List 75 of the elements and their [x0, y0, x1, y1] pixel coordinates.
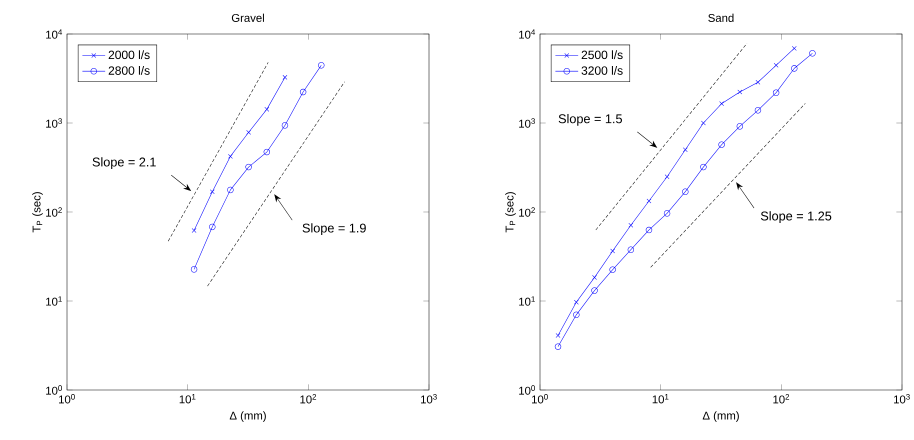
point	[610, 248, 615, 254]
point	[318, 62, 324, 69]
point	[245, 164, 252, 170]
legend-label: 2500 l/s	[582, 50, 623, 60]
y-axis-title: T$_{P}$ (sec)	[32, 192, 43, 232]
x-tick-label: 10$^{0}$	[532, 394, 548, 404]
point	[282, 122, 288, 129]
y-axis-title: T$_{P}$ (sec)	[505, 192, 516, 232]
point	[682, 147, 688, 152]
point	[719, 101, 724, 106]
legend-label: 3200 l/s	[582, 66, 623, 75]
point	[646, 226, 652, 234]
point	[300, 88, 306, 96]
point	[556, 333, 560, 338]
point	[264, 148, 270, 156]
point	[228, 154, 233, 159]
point	[209, 224, 216, 230]
legend-label: 2800 l/s	[108, 66, 150, 75]
point	[264, 106, 270, 112]
point	[592, 275, 597, 280]
x-tick-label: 10$^{3}$	[894, 394, 910, 404]
point	[700, 164, 707, 170]
point	[664, 210, 670, 217]
annotation: Slope = 1.9	[302, 223, 366, 236]
annotation: Slope = 1.25	[760, 211, 832, 223]
legend-label: 2000 l/s	[108, 50, 150, 60]
point	[736, 123, 744, 130]
y-tick-label: 10$^{1}$	[46, 296, 62, 306]
annotation: Slope = 1.5	[558, 114, 622, 126]
point	[682, 188, 688, 195]
x-tick-label: 10$^{1}$	[180, 394, 196, 404]
y-tick-label: 10$^{2}$	[519, 207, 535, 217]
annotation: Slope = 2.1	[92, 157, 156, 170]
point	[792, 46, 797, 51]
chart-title: Gravel	[232, 14, 264, 22]
y-tick-label: 10$^{1}$	[519, 296, 535, 306]
point	[718, 141, 725, 148]
point	[774, 62, 778, 68]
y-tick-label: 10$^{0}$	[519, 385, 535, 395]
point	[701, 120, 706, 126]
point	[574, 300, 579, 305]
point	[190, 266, 198, 273]
point	[791, 65, 798, 72]
point	[282, 74, 288, 80]
point	[246, 130, 251, 135]
point	[591, 287, 598, 294]
point	[772, 89, 780, 96]
point	[737, 90, 742, 94]
point	[646, 198, 652, 204]
chart-title: Sand	[708, 14, 734, 22]
x-tick-label: 10$^{3}$	[421, 394, 437, 404]
point	[609, 266, 616, 273]
x-tick-label: 10$^{2}$	[773, 394, 790, 404]
x-axis-title: Δ (mm)	[702, 411, 739, 422]
y-tick-label: 10$^{4}$	[519, 29, 536, 39]
x-tick-label: 10$^{1}$	[652, 394, 668, 404]
y-tick-label: 10$^{4}$	[46, 29, 62, 39]
point	[628, 246, 634, 253]
y-tick-label: 10$^{0}$	[46, 385, 62, 395]
x-tick-label: 10$^{0}$	[59, 394, 75, 404]
point	[554, 343, 562, 350]
point	[664, 174, 670, 180]
x-axis-title: Δ (mm)	[230, 411, 266, 422]
point	[628, 222, 634, 228]
point	[573, 312, 580, 318]
y-tick-label: 10$^{3}$	[519, 118, 535, 128]
y-tick-label: 10$^{2}$	[46, 207, 62, 217]
x-tick-label: 10$^{2}$	[300, 394, 316, 404]
point	[809, 50, 816, 56]
point	[754, 107, 762, 114]
point	[227, 186, 234, 194]
point	[210, 189, 215, 194]
point	[192, 228, 196, 233]
y-tick-label: 10$^{3}$	[46, 118, 62, 128]
point	[756, 80, 760, 85]
